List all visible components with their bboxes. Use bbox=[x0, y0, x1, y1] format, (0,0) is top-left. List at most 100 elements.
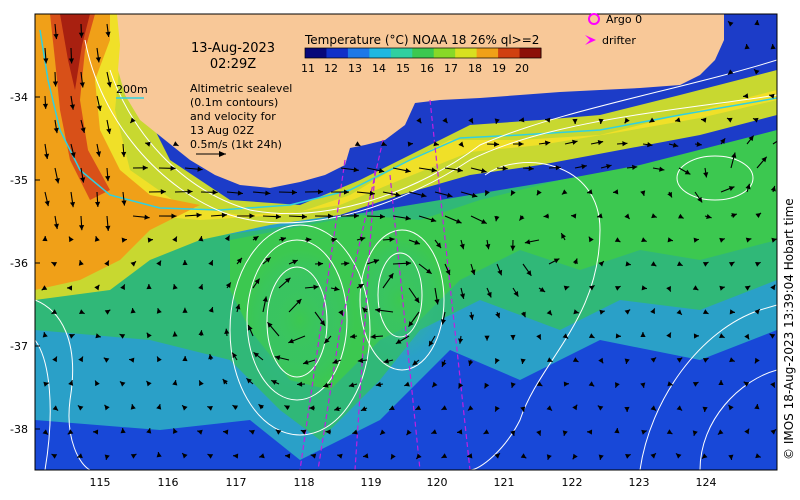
velocity-arrow-head bbox=[780, 69, 785, 74]
colorbar-swatch bbox=[412, 48, 435, 58]
longitude-axis: 115 116 117 118 119 120 121 122 123 124 bbox=[90, 476, 717, 489]
velocity-arrow-head bbox=[495, 358, 500, 364]
velocity-arrow-head bbox=[431, 167, 437, 173]
velocity-arrow-head bbox=[481, 219, 487, 224]
velocity-arrow-head bbox=[406, 429, 412, 436]
velocity-arrow-head bbox=[675, 117, 681, 123]
velocity-arrow-head bbox=[692, 285, 699, 291]
velocity-arrow-head bbox=[614, 286, 621, 291]
velocity-arrow-head bbox=[752, 117, 759, 123]
velocity-arrow-head bbox=[172, 141, 179, 146]
velocity-arrow-head bbox=[468, 117, 474, 124]
velocity-arrow-head bbox=[458, 338, 464, 344]
velocity-arrow-head bbox=[224, 235, 230, 242]
velocity-arrow-head bbox=[563, 285, 570, 291]
velocity-arrow-head bbox=[697, 196, 703, 203]
velocity-arrow-head bbox=[761, 156, 767, 163]
colorbar-swatch bbox=[519, 48, 542, 58]
velocity-arrow-head bbox=[692, 430, 698, 436]
velocity-arrow-head bbox=[728, 186, 735, 191]
colorbar-swatch bbox=[347, 48, 370, 58]
velocity-arrow-head bbox=[770, 381, 775, 388]
velocity-arrow-head bbox=[598, 454, 604, 460]
velocity-arrow-head bbox=[146, 428, 152, 434]
velocity-arrow-head bbox=[486, 291, 492, 298]
colorbar-swatch bbox=[498, 48, 521, 58]
velocity-arrow-head bbox=[51, 309, 58, 314]
colorbar-tick: 12 bbox=[324, 62, 338, 75]
velocity-arrow-head bbox=[224, 328, 230, 334]
velocity-arrow-head bbox=[748, 135, 754, 142]
lon-label: 120 bbox=[427, 476, 448, 489]
velocity-arrow-head bbox=[572, 139, 578, 145]
velocity-arrow-head bbox=[301, 214, 307, 220]
velocity-arrow-head bbox=[702, 262, 709, 267]
velocity-arrow-head bbox=[572, 258, 578, 265]
velocity-arrow-head bbox=[744, 428, 750, 435]
velocity-arrow-head bbox=[412, 360, 418, 366]
velocity-arrow-head bbox=[390, 453, 396, 460]
velocity-arrow-head bbox=[78, 260, 84, 266]
velocity-arrow-head bbox=[334, 286, 340, 292]
velocity-arrow-head bbox=[754, 69, 760, 75]
velocity-arrow-head bbox=[79, 309, 85, 314]
velocity-arrow-head bbox=[68, 236, 74, 243]
velocity-arrow-head bbox=[494, 453, 500, 459]
velocity-arrow-head bbox=[280, 236, 286, 242]
velocity-arrow-head bbox=[485, 243, 491, 250]
velocity-arrow-head bbox=[69, 201, 76, 208]
velocity-arrow-head bbox=[445, 269, 451, 276]
velocity-arrow-head bbox=[431, 429, 437, 435]
velocity-arrow-head bbox=[502, 165, 508, 171]
velocity-arrow-head bbox=[309, 405, 315, 411]
velocity-arrow-head bbox=[518, 141, 524, 147]
velocity-arrow-head bbox=[641, 429, 647, 435]
velocity-arrow-head bbox=[414, 297, 420, 303]
velocity-arrow-head bbox=[42, 236, 48, 242]
velocity-arrow-head bbox=[120, 284, 125, 291]
symbol-legend: Argo 0 drifter bbox=[585, 13, 642, 47]
lon-label: 123 bbox=[629, 476, 650, 489]
velocity-arrow-head bbox=[702, 309, 709, 314]
colorbar-swatch bbox=[476, 48, 499, 58]
velocity-arrow-head bbox=[332, 358, 339, 364]
velocity-arrow-head bbox=[562, 430, 568, 436]
velocity-arrow-head bbox=[572, 118, 578, 124]
velocity-arrow-head bbox=[771, 237, 777, 243]
velocity-arrow-head bbox=[265, 257, 271, 263]
velocity-arrow-head bbox=[598, 357, 604, 364]
velocity-arrow-head bbox=[327, 213, 333, 219]
velocity-arrow-head bbox=[543, 213, 549, 219]
velocity-arrow-head bbox=[483, 429, 490, 434]
velocity-arrow-head bbox=[68, 380, 74, 386]
velocity-arrow-head bbox=[235, 304, 241, 310]
velocity-arrow-head bbox=[187, 189, 193, 195]
velocity-arrow-head bbox=[233, 453, 239, 459]
velocity-arrow-head bbox=[641, 285, 647, 291]
velocity-arrow bbox=[772, 140, 777, 145]
velocity-arrow-head bbox=[510, 382, 516, 388]
velocity-arrow-head bbox=[510, 189, 516, 196]
velocity-arrow-head bbox=[572, 453, 578, 460]
latitude-axis: -34 -35 -36 -37 -38 bbox=[10, 91, 40, 436]
velocity-arrow-head bbox=[588, 381, 595, 387]
velocity-arrow-head bbox=[430, 217, 437, 223]
map-border bbox=[34, 13, 778, 471]
velocity-arrow-head bbox=[484, 335, 490, 341]
velocity-arrow-head bbox=[119, 334, 126, 339]
velocity-arrow-head bbox=[259, 453, 265, 459]
velocity-arrow-head bbox=[573, 309, 579, 315]
velocity-arrow-head bbox=[572, 404, 578, 411]
velocity-arrow-head bbox=[675, 453, 682, 459]
velocity-arrow-head bbox=[440, 319, 447, 325]
velocity-arrow-head bbox=[459, 293, 466, 299]
velocity-arrow-head bbox=[555, 165, 561, 171]
velocity-arrow-head bbox=[458, 141, 464, 148]
velocity-arrow-head bbox=[146, 332, 152, 339]
velocity-arrow-head bbox=[536, 430, 542, 436]
velocity-arrow-head bbox=[666, 332, 671, 339]
velocity-arrow-head bbox=[597, 213, 603, 219]
velocity-arrow-head bbox=[676, 405, 683, 411]
colorbar-tick: 14 bbox=[372, 62, 386, 75]
velocity-arrow-head bbox=[247, 325, 253, 331]
